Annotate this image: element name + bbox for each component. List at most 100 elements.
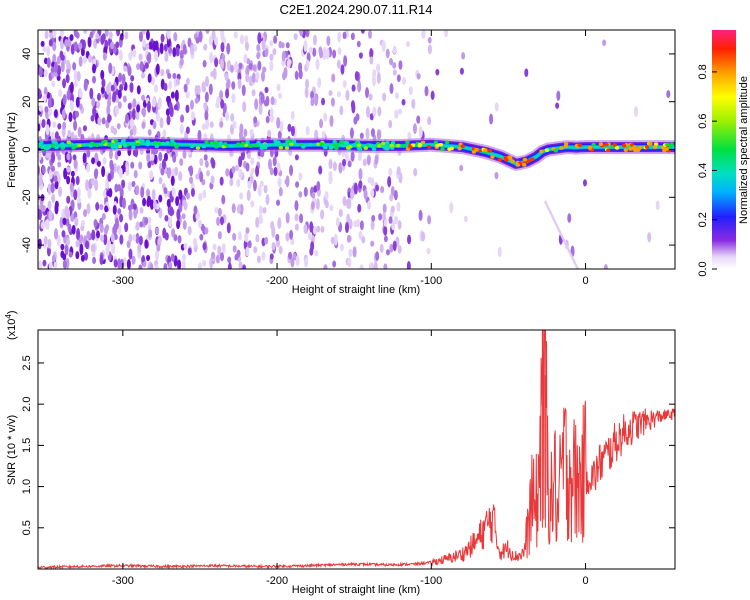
spectrogram-noise-cell	[312, 34, 317, 46]
spectrogram-ridge-cell	[606, 148, 611, 152]
spectrogram-noise-cell	[257, 184, 262, 197]
spectrogram-noise-cell	[328, 171, 333, 178]
spectrogram-noise-cell	[68, 112, 73, 123]
spectrogram-noise-cell	[159, 42, 164, 55]
snr-y-tick-label: 2.0	[21, 397, 33, 412]
spectrogram-noise-cell	[135, 232, 140, 244]
spectrogram-noise-cell	[397, 245, 402, 254]
spectrogram-noise-cell	[567, 213, 572, 223]
spectrogram-noise-cell	[162, 129, 167, 138]
spectrogram-noise-cell	[251, 89, 256, 97]
spectrogram-noise-cell	[603, 264, 608, 269]
spectrogram-noise-cell	[132, 48, 137, 58]
spectrogram-noise-cell	[219, 90, 224, 101]
spectrogram-noise-cell	[285, 212, 290, 224]
spectrogram-ridge-cell	[113, 138, 119, 143]
spectrogram-noise-cell	[78, 56, 83, 67]
spectrogram-noise-cell	[308, 46, 313, 54]
spectrogram-noise-cell	[314, 94, 319, 107]
spectrogram-noise-cell	[305, 78, 310, 90]
spectrogram-noise-cell	[231, 203, 236, 214]
spectrogram-ridge-cell	[363, 146, 368, 150]
spectrogram-noise-cell	[48, 39, 53, 47]
spectrogram-noise-cell	[169, 206, 174, 217]
spectrogram-noise-cell	[185, 90, 190, 99]
spectrogram-ridge-cell	[121, 138, 126, 143]
spectrogram-noise-cell	[210, 175, 215, 185]
spectrogram-ridge-cell	[553, 148, 559, 153]
spectrogram-ridge-cell	[474, 147, 479, 152]
spectrogram-noise-cell	[232, 120, 237, 129]
spectrogram-noise-cell	[117, 89, 122, 99]
spectrogram-ridge-cell	[515, 163, 520, 167]
spectrogram-noise-cell	[61, 230, 66, 238]
spectrogram-noise-cell	[88, 54, 93, 63]
spectrogram-noise-cell	[142, 107, 147, 118]
spectrogram-noise-cell	[136, 104, 141, 113]
spectrogram-noise-cell	[154, 49, 159, 62]
spectrogram-noise-cell	[138, 235, 143, 246]
spectrogram-noise-cell	[146, 198, 151, 208]
spectrogram-noise-cell	[385, 249, 390, 256]
spectrogram-noise-cell	[209, 121, 214, 128]
spectrogram-noise-cell	[286, 59, 291, 69]
spectrogram-noise-cell	[86, 163, 91, 173]
spectrogram-noise-cell	[282, 71, 287, 81]
spectrogram-noise-cell	[427, 215, 432, 225]
spectrogram-noise-cell	[58, 89, 63, 98]
spectrogram-noise-cell	[76, 71, 81, 82]
spectrogram-noise-cell	[96, 160, 101, 167]
spectrogram-ridge-cell	[333, 142, 339, 146]
spectrogram-noise-cell	[195, 37, 200, 44]
spectrogram-ridge-cell	[39, 140, 44, 145]
spectrogram-noise-cell	[127, 204, 132, 211]
spectrogram-noise-cell	[347, 197, 352, 210]
spectrogram-noise-cell	[220, 58, 225, 70]
spectrogram-noise-cell	[393, 215, 398, 225]
spectrogram-noise-cell	[378, 213, 383, 221]
spectrogram-noise-cell	[388, 119, 393, 129]
spectrogram-noise-cell	[107, 173, 112, 182]
spectrogram-noise-cell	[106, 104, 111, 116]
spectrogram-noise-cell	[337, 47, 342, 55]
spectrogram-noise-cell	[136, 63, 141, 71]
spectrogram-noise-cell	[166, 30, 171, 40]
spectrogram-noise-cell	[144, 217, 149, 226]
spectrogram-noise-cell	[126, 259, 131, 269]
spectrogram-noise-cell	[303, 40, 308, 53]
spectrogram-noise-cell	[139, 61, 144, 72]
spectrogram-noise-cell	[219, 121, 224, 128]
spectrogram-noise-cell	[112, 204, 117, 215]
spectrogram-noise-cell	[345, 89, 350, 101]
spectrogram-noise-cell	[253, 116, 258, 124]
spectrogram-noise-cell	[86, 203, 91, 215]
spectrogram-noise-cell	[398, 60, 403, 70]
snr-x-tick-label: -100	[420, 575, 442, 587]
spectrogram-noise-cell	[281, 59, 286, 67]
spectrogram-noise-cell	[449, 201, 454, 214]
spectrogram-noise-cell	[220, 30, 225, 42]
spectrogram-noise-cell	[320, 209, 325, 220]
spectrogram-noise-cell	[66, 153, 71, 161]
spectrogram-ridge-cell	[240, 141, 246, 146]
spectrogram-noise-cell	[382, 92, 387, 102]
spectrogram-ridge-cell	[283, 142, 289, 147]
spectrogram-noise-cell	[102, 52, 107, 61]
snr-y-multiplier: (x104)	[4, 310, 18, 340]
spectrogram-noise-cell	[225, 168, 230, 177]
spectrogram-noise-cell	[233, 31, 238, 39]
spectrogram-noise-cell	[133, 206, 138, 219]
spectrogram-noise-cell	[220, 98, 225, 109]
spectrogram-noise-cell	[148, 229, 153, 238]
spectrogram-noise-cell	[59, 217, 64, 229]
spectrogram-ridge-cell	[61, 144, 66, 148]
spectrogram-noise-cell	[81, 39, 86, 50]
spectrogram-noise-cell	[195, 173, 200, 180]
spectrogram-noise-cell	[303, 224, 308, 234]
spectrogram-noise-cell	[250, 200, 255, 208]
spectrogram-noise-cell	[152, 121, 157, 130]
spectrogram-noise-cell	[353, 220, 358, 228]
spectrogram-noise-cell	[214, 36, 219, 46]
spectrogram-noise-cell	[68, 251, 73, 258]
spectrogram-noise-cell	[141, 94, 146, 102]
